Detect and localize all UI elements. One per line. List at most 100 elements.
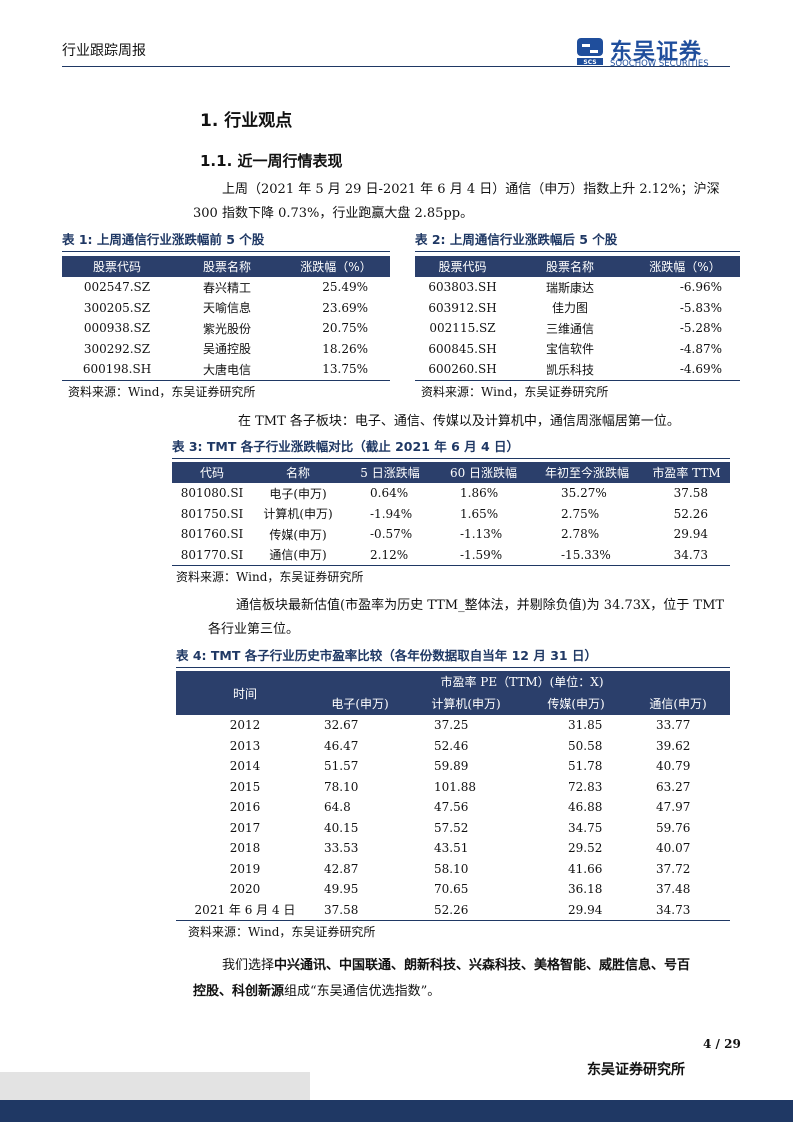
table-cell: 300292.SZ xyxy=(83,341,151,356)
table-cell: 57.52 xyxy=(434,820,469,835)
table-cell: 34.73 xyxy=(656,902,691,917)
table-cell: 46.88 xyxy=(568,800,603,815)
table-row: 2019 42.87 58.10 41.66 37.72 xyxy=(176,859,730,880)
table-cell: 吴通控股 xyxy=(202,342,251,357)
table1-block: 表 1: 上周通信行业涨跌幅前 5 个股 股票代码 股票名称 涨跌幅（%） 00… xyxy=(62,229,390,400)
table-cell: 801750.SI xyxy=(180,506,244,521)
table-cell: 紫光股份 xyxy=(202,321,251,336)
table-cell: 2015 xyxy=(229,779,261,794)
table-cell: 47.56 xyxy=(434,800,469,815)
table3-header: 市盈率 TTM xyxy=(643,462,730,483)
table-cell: 29.94 xyxy=(568,902,603,917)
table-row: 603912.SH 佳力图 -5.83% xyxy=(415,298,740,319)
table-cell: 46.47 xyxy=(324,738,359,753)
table3-source: 资料来源：Wind，东吴证券研究所 xyxy=(176,570,364,584)
paragraph-tmt-weekly: 在 TMT 各子板块：电子、通信、传媒以及计算机中，通信周涨幅居第一位。 xyxy=(238,414,680,429)
table-cell: 59.89 xyxy=(434,759,469,774)
table-cell: 电子(申万) xyxy=(269,486,327,501)
logo-english-name: SOOCHOW SECURITIES xyxy=(610,59,709,69)
table4-header: 计算机(申万) xyxy=(406,691,526,715)
table-cell: 2020 xyxy=(229,882,261,897)
table-cell: 000938.SZ xyxy=(83,321,151,336)
table-cell: -6.96% xyxy=(679,280,722,295)
table-cell: 33.53 xyxy=(324,841,359,856)
table-cell: 31.85 xyxy=(568,718,603,733)
table-cell: 72.83 xyxy=(568,779,603,794)
table-cell: 43.51 xyxy=(434,841,469,856)
table3-top-rule xyxy=(172,458,730,459)
table2-caption: 表 2: 上周通信行业涨跌幅后 5 个股 xyxy=(415,232,618,247)
table-cell: -5.28% xyxy=(679,321,722,336)
table1-top-rule xyxy=(62,251,390,252)
table-cell: 33.77 xyxy=(656,718,691,733)
table-cell: 42.87 xyxy=(324,861,359,876)
logo-mark-text: SCS xyxy=(583,59,596,66)
table-cell: 37.48 xyxy=(656,882,691,897)
table-cell: 600198.SH xyxy=(82,362,152,377)
table-cell: 39.62 xyxy=(656,738,691,753)
table-row: 801760.SI 传媒(申万) -0.57% -1.13% 2.78% 29.94 xyxy=(172,524,730,545)
table-cell: 瑞斯康达 xyxy=(545,280,594,295)
table-row: 2013 46.47 52.46 50.58 39.62 xyxy=(176,736,730,757)
table-cell: 2018 xyxy=(229,841,261,856)
table-cell: -1.94% xyxy=(370,506,413,521)
table-row: 801080.SI 电子(申万) 0.64% 1.86% 35.27% 37.58 xyxy=(172,483,730,504)
footer-navy-band xyxy=(0,1100,793,1122)
paragraph-index-prefix: 我们选择 xyxy=(222,958,275,973)
table-cell: -1.59% xyxy=(460,547,503,562)
table-cell: 天喻信息 xyxy=(202,301,251,316)
logo-chinese-name: 东吴证券 xyxy=(610,40,703,65)
table4-header: 电子(申万) xyxy=(314,691,406,715)
table1-header: 涨跌幅（%） xyxy=(282,256,390,277)
table-row: 2020 49.95 70.65 36.18 37.48 xyxy=(176,879,730,900)
paragraph-index-stocks-1: 中兴通讯、中国联通、朗新科技、兴森科技、美格智能、威胜信息、号百 xyxy=(274,958,691,973)
table-row: 002115.SZ 三维通信 -5.28% xyxy=(415,318,740,339)
table-cell: 34.75 xyxy=(568,820,603,835)
table-cell: 2012 xyxy=(229,718,261,733)
paragraph-weekly-line1: 上周（2021 年 5 月 29 日-2021 年 6 月 4 日）通信（申万）… xyxy=(222,182,720,197)
table4-header: 通信(申万) xyxy=(626,691,730,715)
table2-header: 股票代码 xyxy=(415,256,510,277)
table-cell: 2.12% xyxy=(370,547,409,562)
paragraph-weekly-line2: 300 指数下降 0.73%，行业跑赢大盘 2.85pp。 xyxy=(193,206,474,221)
table-cell: 传媒(申万) xyxy=(269,527,327,542)
table-cell: 18.26% xyxy=(322,341,368,356)
table-cell: 2019 xyxy=(229,861,261,876)
table-cell: 40.79 xyxy=(656,759,691,774)
table-cell: 凯乐科技 xyxy=(545,362,594,377)
table-cell: 600260.SH xyxy=(428,362,497,377)
paragraph-index-line1: 我们选择中兴通讯、中国联通、朗新科技、兴森科技、美格智能、威胜信息、号百 xyxy=(222,954,742,978)
table-row: 600845.SH 宝信软件 -4.87% xyxy=(415,339,740,360)
table-cell: 51.57 xyxy=(324,759,359,774)
table-cell: 大唐电信 xyxy=(202,362,251,377)
table-cell: 36.18 xyxy=(568,882,603,897)
table-cell: 801080.SI xyxy=(180,486,244,501)
footer-institute: 东吴证券研究所 xyxy=(587,1062,685,1078)
table-cell: 2016 xyxy=(229,800,261,815)
table-cell: 603803.SH xyxy=(428,280,497,295)
table3-bottom-rule xyxy=(172,565,730,566)
table-cell: 2021 年 6 月 4 日 xyxy=(194,903,296,918)
table-cell: 1.86% xyxy=(460,486,499,501)
table-cell: 2013 xyxy=(229,738,261,753)
table3: 代码 名称 5 日涨跌幅 60 日涨跌幅 年初至今涨跌幅 市盈率 TTM 801… xyxy=(172,462,730,565)
soochow-logo-icon: SCS xyxy=(577,38,603,66)
table-row: 300292.SZ 吴通控股 18.26% xyxy=(62,339,390,360)
table-cell: 801770.SI xyxy=(180,547,244,562)
table2-block: 表 2: 上周通信行业涨跌幅后 5 个股 股票代码 股票名称 涨跌幅（%） 60… xyxy=(415,229,740,400)
table-row: 2014 51.57 59.89 51.78 40.79 xyxy=(176,756,730,777)
table-cell: 300205.SZ xyxy=(83,300,151,315)
table4-source: 资料来源：Wind，东吴证券研究所 xyxy=(188,925,376,939)
table3-caption: 表 3: TMT 各子行业涨跌幅对比（截止 2021 年 6 月 4 日） xyxy=(172,439,520,454)
table-cell: -5.83% xyxy=(679,300,722,315)
table-cell: 35.27% xyxy=(561,486,607,501)
table-cell: 23.69% xyxy=(322,300,368,315)
table-row: 2017 40.15 57.52 34.75 59.76 xyxy=(176,818,730,839)
table-cell: 40.15 xyxy=(324,820,359,835)
table-row: 600198.SH 大唐电信 13.75% xyxy=(62,359,390,380)
section-heading-1: 1. 行业观点 xyxy=(200,111,293,131)
table-row: 300205.SZ 天喻信息 23.69% xyxy=(62,298,390,319)
paragraph-index-suffix: 组成“东吴通信优选指数”。 xyxy=(284,984,441,999)
table-cell: 78.10 xyxy=(324,779,359,794)
table-row: 2012 32.67 37.25 31.85 33.77 xyxy=(176,715,730,736)
